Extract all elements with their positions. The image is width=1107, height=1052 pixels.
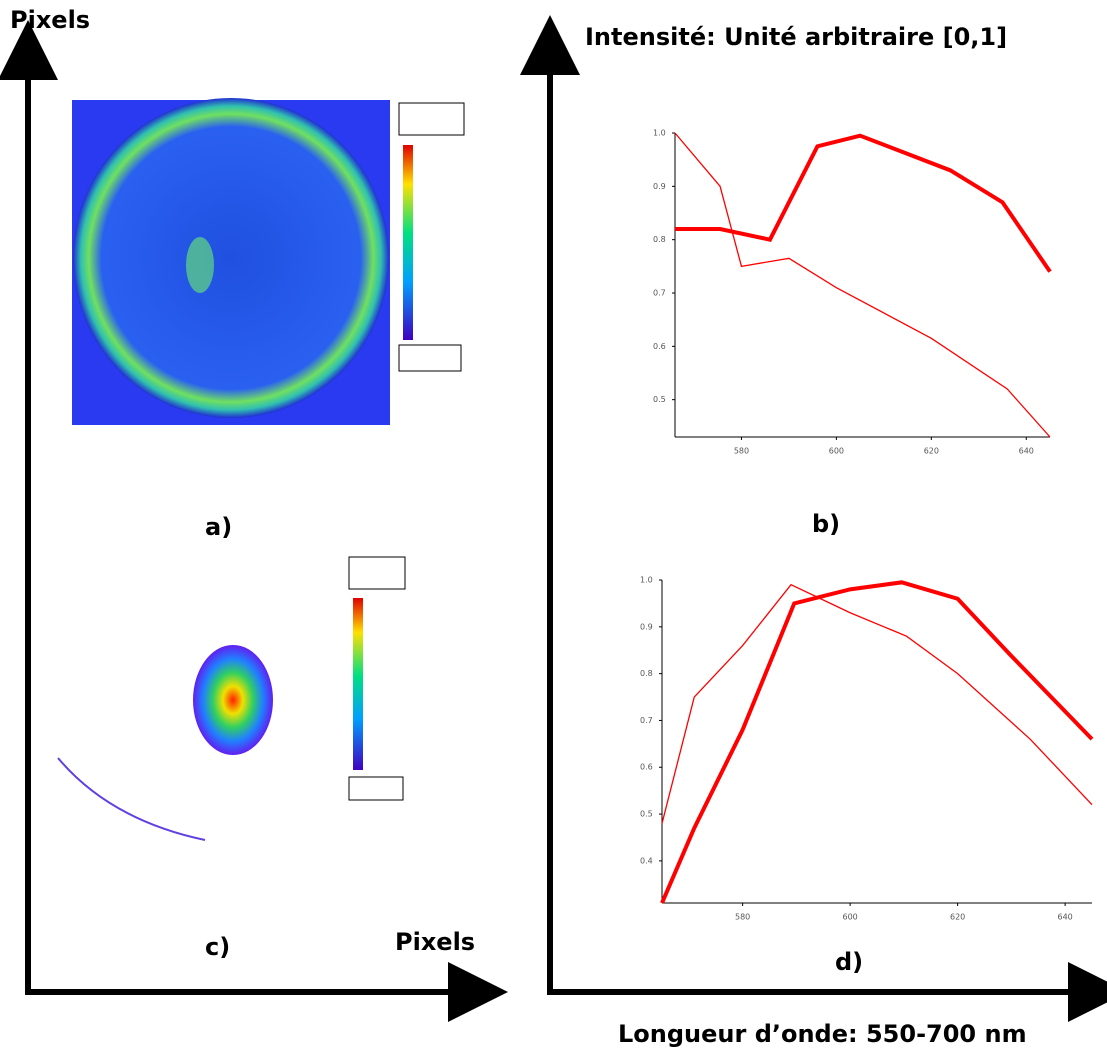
axis-title: Pixels (395, 928, 475, 956)
x-tick-label: 620 (950, 913, 965, 922)
y-tick-label: 1.0 (640, 576, 653, 585)
y-tick-label: 0.7 (653, 289, 666, 298)
panel-label: d) (835, 948, 863, 976)
x-tick-label: 600 (829, 447, 844, 456)
panel-label: c) (205, 933, 230, 961)
data-line (675, 133, 1052, 273)
y-tick-label: 0.9 (653, 182, 666, 191)
image-c (57, 556, 406, 841)
axis-title: Pixels (10, 6, 90, 34)
y-tick-label: 0.7 (640, 716, 653, 725)
x-tick-label: 640 (1019, 447, 1034, 456)
y-tick-label: 0.5 (640, 810, 653, 819)
axis-title: Intensité: Unité arbitraire [0,1] (585, 23, 1007, 51)
data-line (661, 583, 1093, 824)
y-tick-label: 1.0 (653, 129, 666, 138)
panel-label: b) (812, 510, 840, 538)
x-tick-label: 640 (1057, 913, 1072, 922)
x-tick-label: 600 (842, 913, 857, 922)
panel-label: a) (205, 513, 232, 541)
y-tick-label: 0.4 (640, 856, 653, 865)
x-tick-label: 620 (924, 447, 939, 456)
y-tick-label: 0.6 (653, 342, 666, 351)
image-a (72, 98, 465, 425)
y-tick-label: 0.8 (653, 235, 666, 244)
y-tick-label: 0.8 (640, 669, 653, 678)
data-line (660, 580, 1094, 904)
y-tick-label: 0.6 (640, 763, 653, 772)
axis-title: Longueur d’onde: 550-700 nm (618, 1020, 1027, 1048)
y-tick-label: 0.5 (653, 395, 666, 404)
data-line (674, 132, 1051, 438)
x-tick-label: 580 (735, 913, 750, 922)
y-tick-label: 0.9 (640, 622, 653, 631)
x-tick-label: 580 (734, 447, 749, 456)
